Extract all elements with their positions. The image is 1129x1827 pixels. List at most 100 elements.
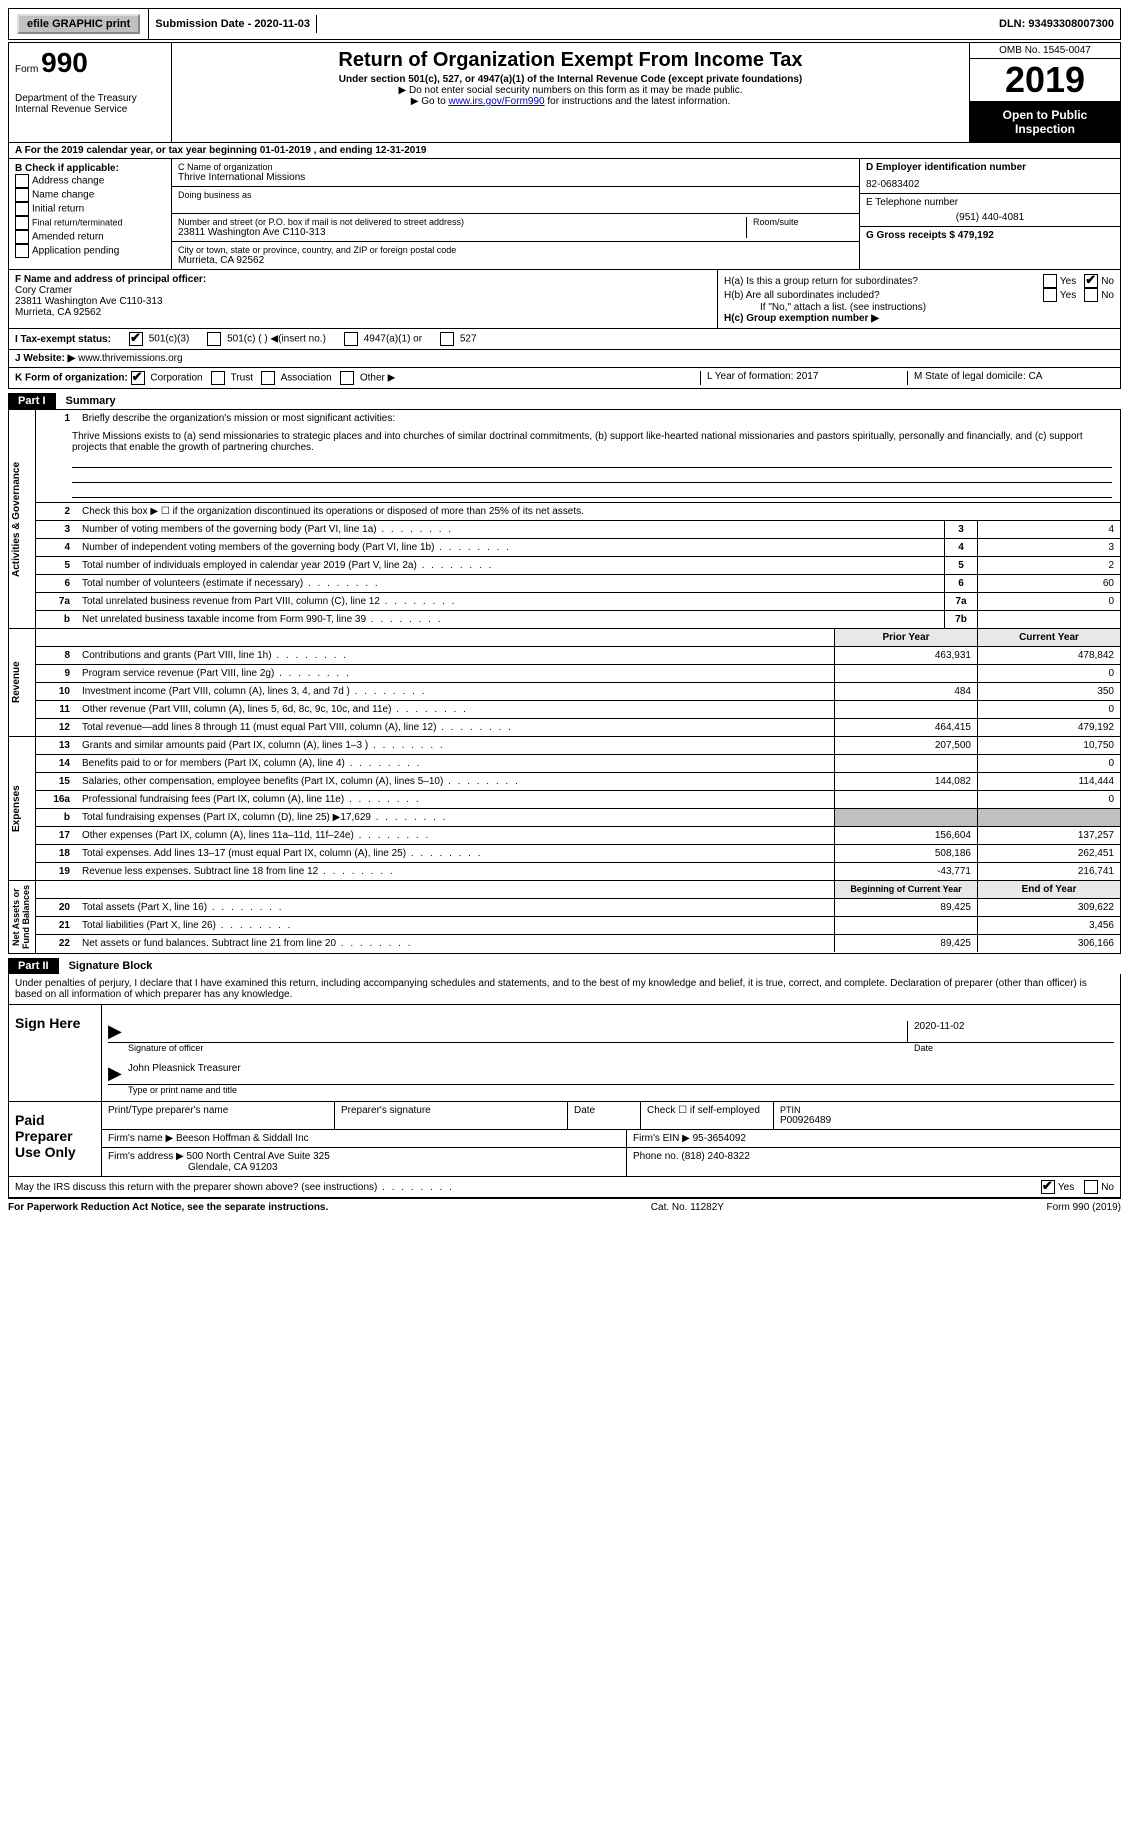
part-2-title: Signature Block	[59, 960, 153, 972]
part-2-header: Part II Signature Block	[8, 958, 1121, 974]
k-corp-check[interactable]	[131, 371, 145, 385]
b-check-column: B Check if applicable: Address change Na…	[9, 159, 172, 269]
e-phone-value: (951) 440-4081	[866, 208, 1114, 223]
prep-h2: Preparer's signature	[335, 1102, 568, 1129]
i-501c3-check[interactable]	[129, 332, 143, 346]
table-row: 5 Total number of individuals employed i…	[36, 556, 1120, 574]
f-officer: F Name and address of principal officer:…	[9, 270, 718, 328]
vlabel-expenses: Expenses	[9, 737, 36, 880]
form-number: 990	[41, 47, 88, 78]
g-gross-receipts: G Gross receipts $ 479,192	[860, 227, 1120, 244]
hc-text: H(c) Group exemption number ▶	[724, 313, 1114, 324]
hb-yes-check[interactable]	[1043, 288, 1057, 302]
row-k-form-org: K Form of organization: Corporation Trus…	[8, 368, 1121, 389]
note-2-post: for instructions and the latest informat…	[547, 96, 730, 107]
city-value: Murrieta, CA 92562	[178, 255, 853, 266]
row-j-website: J Website: ▶ www.thrivemissions.org	[8, 350, 1121, 368]
table-row: 12 Total revenue—add lines 8 through 11 …	[36, 718, 1120, 736]
h-group-return: H(a) Is this a group return for subordin…	[718, 270, 1120, 328]
form-label: Form	[15, 64, 38, 75]
check-final-return[interactable]: Final return/terminated	[15, 216, 165, 230]
form990-link[interactable]: www.irs.gov/Form990	[448, 96, 544, 107]
b-label: B Check if applicable:	[15, 163, 165, 174]
table-row: 6 Total number of volunteers (estimate i…	[36, 574, 1120, 592]
table-row: 11 Other revenue (Part VIII, column (A),…	[36, 700, 1120, 718]
city-label: City or town, state or province, country…	[178, 245, 853, 255]
table-row: 19 Revenue less expenses. Subtract line …	[36, 862, 1120, 880]
dba-label: Doing business as	[178, 190, 853, 200]
summary-netassets: Net Assets orFund Balances Beginning of …	[8, 881, 1121, 954]
table-row: 14 Benefits paid to or for members (Part…	[36, 754, 1120, 772]
form-subtitle: Under section 501(c), 527, or 4947(a)(1)…	[176, 74, 965, 85]
part-1-header: Part I Summary	[8, 393, 1121, 409]
prep-h3: Date	[568, 1102, 641, 1129]
vlabel-revenue: Revenue	[9, 629, 36, 736]
irs-label: Internal Revenue Service	[15, 104, 165, 115]
f-officer-addr1: 23811 Washington Ave C110-313	[15, 296, 711, 307]
may-irs-yes[interactable]	[1041, 1180, 1055, 1194]
check-amended-return[interactable]: Amended return	[15, 230, 165, 244]
i-4947-check[interactable]	[344, 332, 358, 346]
firm-addr2: Glendale, CA 91203	[108, 1162, 620, 1173]
form-note-2: ▶ Go to www.irs.gov/Form990 for instruct…	[176, 96, 965, 107]
check-name-change[interactable]: Name change	[15, 188, 165, 202]
table-row: 17 Other expenses (Part IX, column (A), …	[36, 826, 1120, 844]
sign-here-label: Sign Here	[9, 1005, 102, 1101]
ha-yes-check[interactable]	[1043, 274, 1057, 288]
dept-treasury: Department of the Treasury	[15, 93, 165, 104]
c-name-address: C Name of organization Thrive Internatio…	[172, 159, 859, 269]
open-public-badge: Open to Public Inspection	[970, 102, 1120, 142]
col-prior-year: Prior Year	[834, 629, 977, 646]
firm-ein-label: Firm's EIN ▶	[633, 1133, 690, 1144]
ha-text: H(a) Is this a group return for subordin…	[724, 276, 1043, 287]
table-row: 3 Number of voting members of the govern…	[36, 520, 1120, 538]
table-row: b Total fundraising expenses (Part IX, c…	[36, 808, 1120, 826]
form-note-1: ▶ Do not enter social security numbers o…	[176, 85, 965, 96]
k-assoc-check[interactable]	[261, 371, 275, 385]
vlabel-netassets: Net Assets orFund Balances	[9, 881, 36, 953]
header-left: Form 990 Department of the Treasury Inte…	[9, 43, 172, 142]
check-address-change[interactable]: Address change	[15, 174, 165, 188]
table-row: 18 Total expenses. Add lines 13–17 (must…	[36, 844, 1120, 862]
col-current-year: Current Year	[977, 629, 1120, 646]
line-1-label: Briefly describe the organization's miss…	[76, 410, 1120, 427]
efile-print-button[interactable]: efile GRAPHIC print	[17, 14, 140, 34]
sig-officer-label: Signature of officer	[108, 1043, 914, 1053]
d-e-g-column: D Employer identification number 82-0683…	[859, 159, 1120, 269]
firm-phone-label: Phone no.	[633, 1151, 679, 1162]
l-year-formation: L Year of formation: 2017	[700, 371, 907, 385]
check-application-pending[interactable]: Application pending	[15, 244, 165, 258]
f-officer-name: Cory Cramer	[15, 285, 711, 296]
note-2-pre: ▶ Go to	[411, 96, 449, 107]
may-irs-no[interactable]	[1084, 1180, 1098, 1194]
k-other-check[interactable]	[340, 371, 354, 385]
firm-phone-value: (818) 240-8322	[681, 1151, 749, 1162]
hb-note: If "No," attach a list. (see instruction…	[724, 302, 1114, 313]
k-trust-check[interactable]	[211, 371, 225, 385]
table-row: 13 Grants and similar amounts paid (Part…	[36, 737, 1120, 754]
line-2-text: Check this box ▶ ☐ if the organization d…	[76, 503, 1120, 520]
hb-no-check[interactable]	[1084, 288, 1098, 302]
table-row: 7a Total unrelated business revenue from…	[36, 592, 1120, 610]
table-row: 10 Investment income (Part VIII, column …	[36, 682, 1120, 700]
signature-block: Under penalties of perjury, I declare th…	[8, 974, 1121, 1198]
ha-no-check[interactable]	[1084, 274, 1098, 288]
form-title: Return of Organization Exempt From Incom…	[176, 49, 965, 72]
j-website-value[interactable]: www.thrivemissions.org	[78, 353, 182, 364]
check-initial-return[interactable]: Initial return	[15, 202, 165, 216]
summary-revenue: Revenue Prior Year Current Year 8 Contri…	[8, 629, 1121, 737]
summary-expenses: Expenses 13 Grants and similar amounts p…	[8, 737, 1121, 881]
table-row: 15 Salaries, other compensation, employe…	[36, 772, 1120, 790]
i-501c-check[interactable]	[207, 332, 221, 346]
form-header: Form 990 Department of the Treasury Inte…	[8, 42, 1121, 143]
submission-date: Submission Date - 2020-11-03	[149, 15, 317, 33]
section-bcdeg: B Check if applicable: Address change Na…	[8, 159, 1121, 270]
vlabel-governance: Activities & Governance	[9, 410, 36, 628]
part-1-label: Part I	[8, 393, 56, 409]
prep-self-employed: Check ☐ if self-employed	[641, 1102, 774, 1129]
firm-addr1: 500 North Central Ave Suite 325	[187, 1151, 330, 1162]
firm-ein-value: 95-3654092	[693, 1133, 746, 1144]
efile-cell: efile GRAPHIC print	[9, 9, 149, 39]
i-527-check[interactable]	[440, 332, 454, 346]
addr-label: Number and street (or P.O. box if mail i…	[178, 217, 746, 227]
